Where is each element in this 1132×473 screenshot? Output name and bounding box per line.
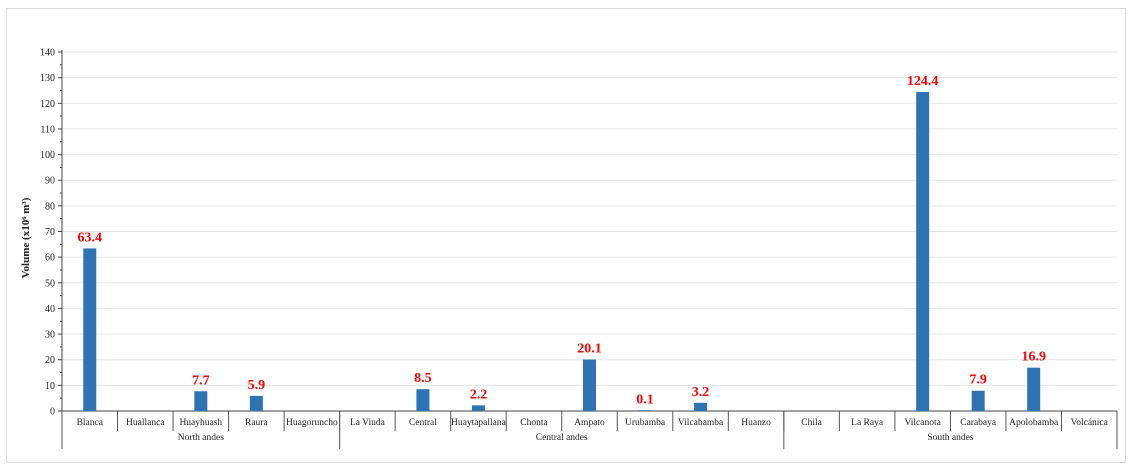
x-tick-label: Huallanca [126,418,165,428]
x-tick-label: Huayhuash [179,418,222,428]
group-label: North andes [178,433,224,443]
y-tick-label: 110 [40,124,55,135]
axes: 0 10 20 30 40 50 60 70 80 90 100 110 120 130 140 [40,48,1118,449]
x-tick-label: Apolobamba [1009,418,1059,428]
x-tick-label: Raura [245,418,268,428]
x-tick-label: Blanca [77,418,104,428]
y-tick-label: 0 [50,407,55,418]
y-tick-label: 50 [45,278,55,289]
data-label: 0.1 [636,393,654,408]
group-labels: North andes Central andes South andes [178,433,974,443]
x-tick-label: Huanzo [741,418,771,428]
data-label: 7.7 [192,373,210,388]
bar [249,395,263,411]
gridlines [62,51,1117,386]
bar [638,410,652,411]
bar [83,248,97,411]
bars [83,92,1041,411]
y-tick-label: 130 [40,73,55,84]
data-label: 7.9 [969,373,987,388]
y-tick-label: 100 [40,150,55,161]
group-label: Central andes [536,433,588,443]
bar [471,405,485,411]
y-axis-label: Volume (x10⁶ m³) [20,197,32,278]
x-tick-label: Urubamba [625,418,666,428]
bar [1027,367,1041,411]
x-tick-label: Ampato [574,418,605,428]
bar [416,389,430,411]
y-tick-label: 70 [45,227,55,238]
data-label: 20.1 [577,341,602,356]
y-tick-label: 120 [40,99,55,110]
y-tick-label: 10 [45,381,55,392]
y-tick-label: 40 [45,304,55,315]
y-tick-label: 80 [45,201,55,212]
data-label: 3.2 [692,385,710,400]
data-label: 124.4 [907,74,939,89]
data-labels: 63.4 7.7 5.9 8.5 2.2 20.1 0.1 3.2 124.4 7.9 16.9 [78,74,1046,408]
bar [694,402,708,411]
y-tick-label: 140 [40,48,55,59]
x-tick-label: Chila [801,418,822,428]
chart-frame [6,8,1126,463]
y-tick-label: 20 [45,355,55,366]
x-tick-label: Huagoruncho [286,418,338,428]
x-tick-label: Central [409,418,437,428]
bar [194,391,208,411]
x-tick-label: La Raya [851,418,884,428]
data-label: 8.5 [414,371,432,386]
bar [971,390,985,411]
data-label: 63.4 [78,230,103,245]
x-tick-label: Vilcabamba [678,418,724,428]
x-tick-label: La Viuda [350,418,386,428]
bar [583,359,596,411]
x-tick-labels: Blanca Huallanca Huayhuash Raura Huagoruncho… [77,418,1109,428]
data-label: 5.9 [248,378,266,393]
group-label: South andes [927,433,973,443]
bar [916,92,930,411]
y-tick-label: 30 [45,330,55,341]
x-tick-label: Chonta [520,418,548,428]
data-label: 16.9 [1021,350,1046,365]
x-tick-label: Vilcanota [904,418,941,428]
y-tick-label: 90 [45,176,55,187]
x-tick-label: Huaytapallana [451,418,507,428]
data-label: 2.2 [470,387,488,402]
y-tick-label: 60 [45,253,55,264]
x-tick-label: Carabaya [960,418,997,428]
x-tick-label: Volcánica [1071,418,1109,428]
